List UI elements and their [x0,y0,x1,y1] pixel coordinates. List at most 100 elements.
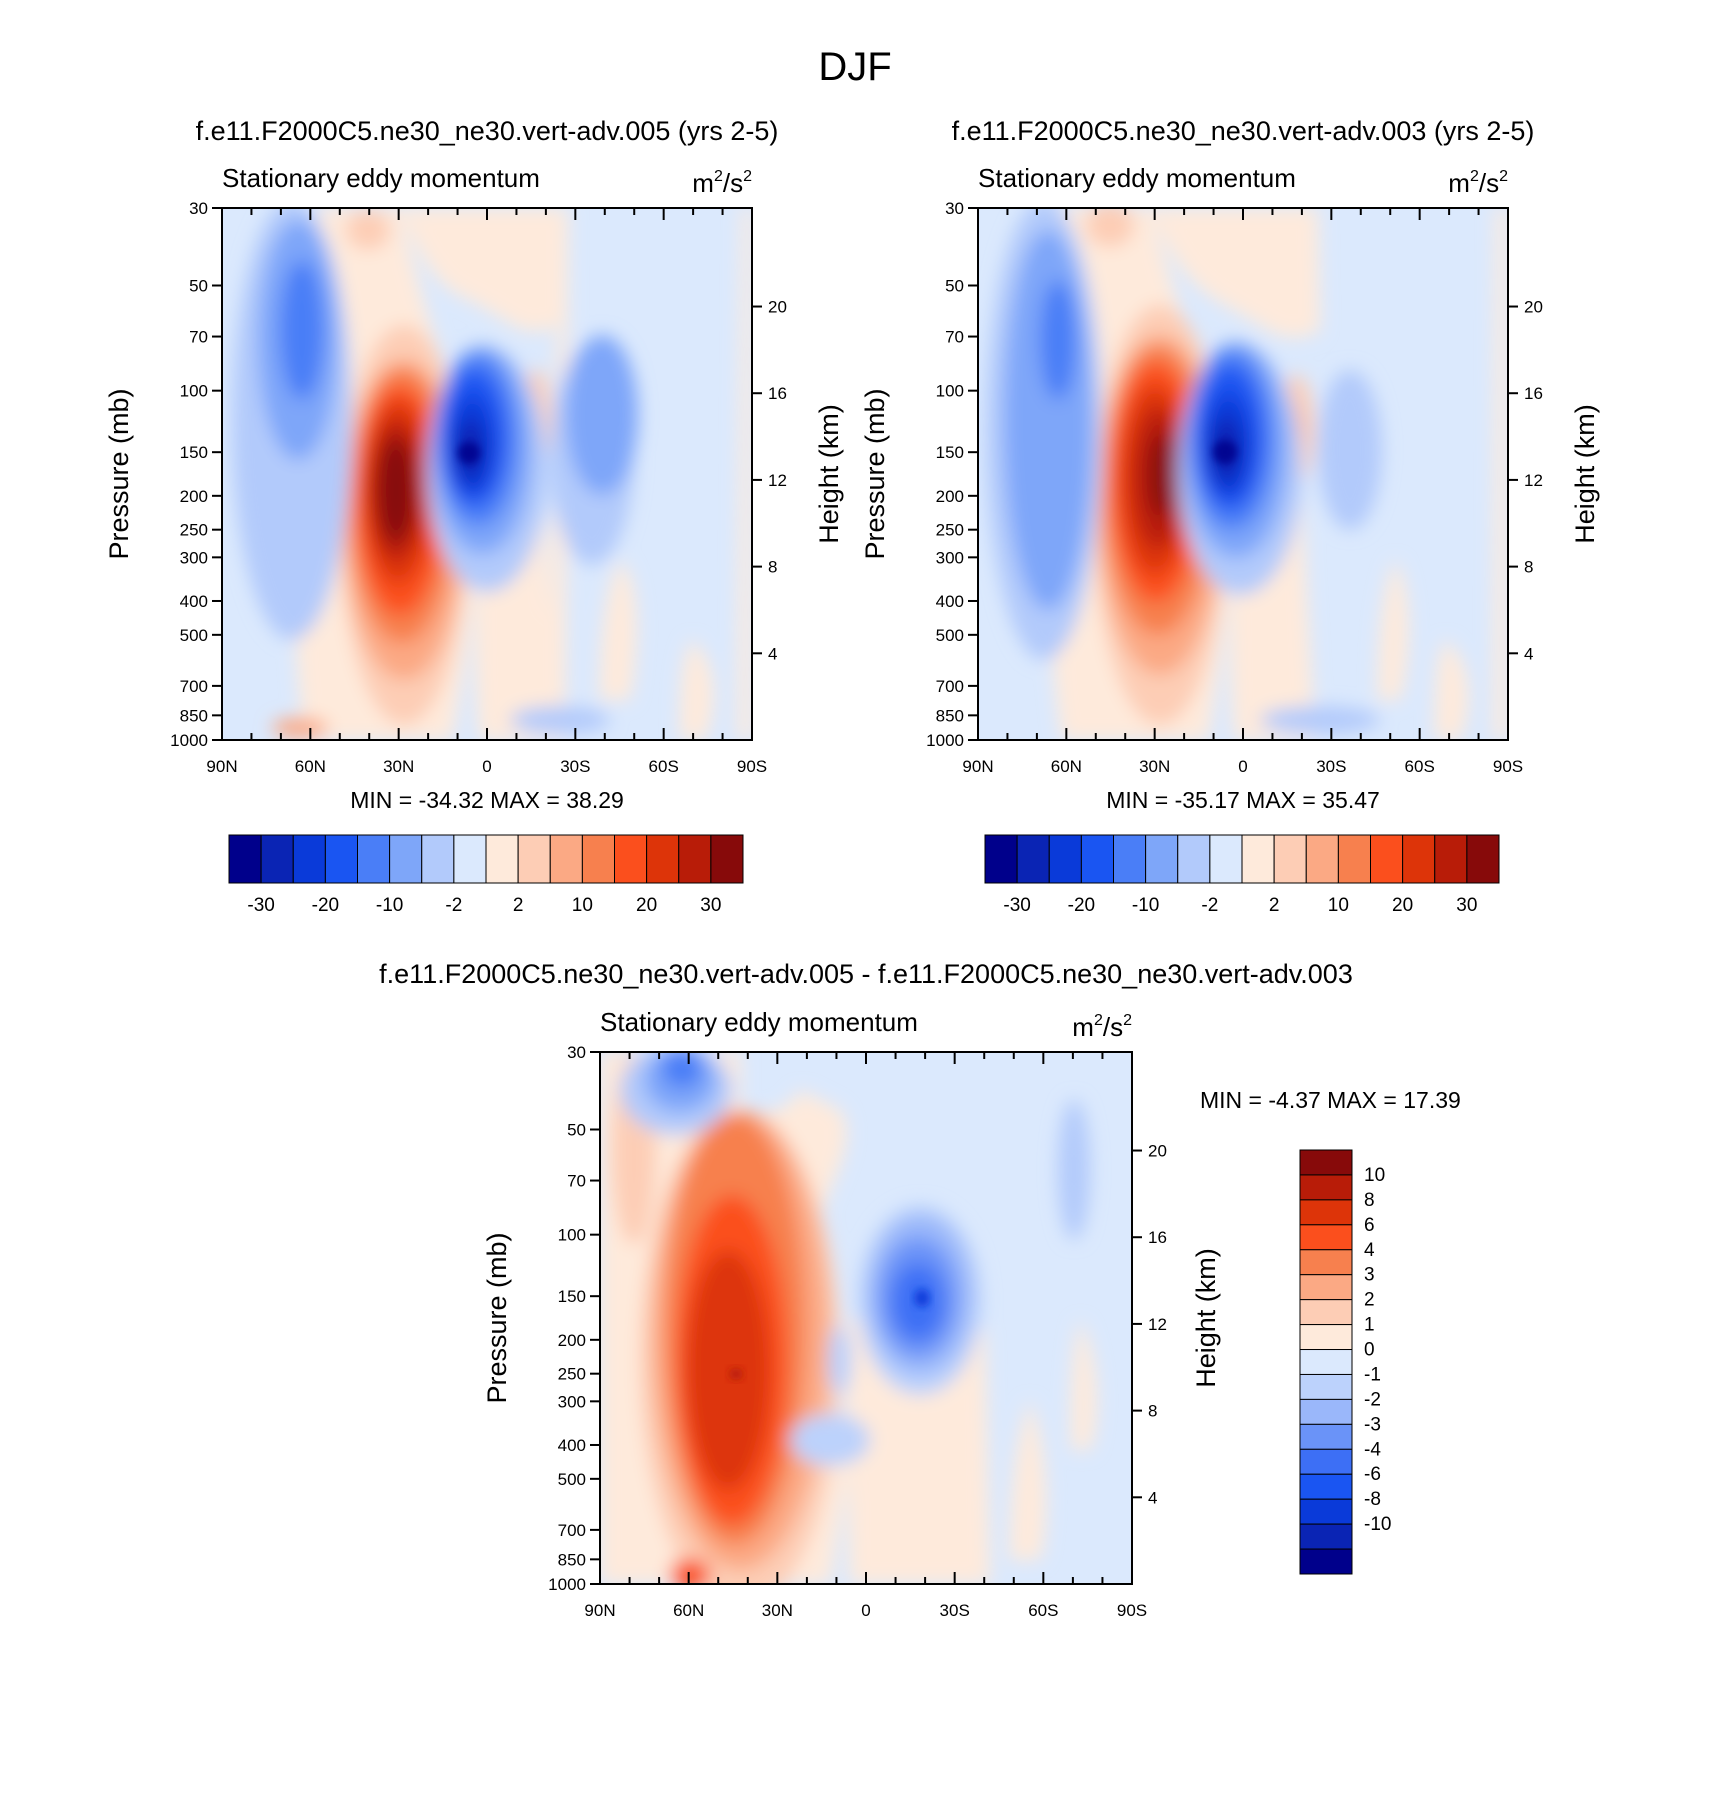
units-label: m2/s2 [1072,1012,1132,1042]
colorbar-label: -30 [1003,895,1030,916]
panel-003: f.e11.F2000C5.ne30_ne30.vert-adv.003 (yr… [860,116,1600,813]
pressure-tick-label: 1000 [548,1575,586,1594]
colorbar-swatch [1273,834,1307,884]
colorbar-swatch [1402,834,1436,884]
pressure-tick-label: 500 [558,1470,586,1489]
pressure-tick-label: 400 [558,1436,586,1455]
colorbar-swatch [1299,1498,1353,1525]
x-tick-label: 60S [1405,757,1435,776]
colorbar-swatch [1299,1523,1353,1550]
colorbar-label: 0 [1364,1340,1375,1361]
y-axis-label: Pressure (mb) [860,388,890,559]
x-tick-label: 60S [649,757,679,776]
contour-field [222,208,752,740]
colorbar-label: -1 [1364,1364,1381,1385]
pressure-tick-label: 200 [936,487,964,506]
colorbar-swatch [1305,834,1339,884]
colorbar-swatch [292,834,326,884]
colorbar-label: -10 [1132,895,1159,916]
x-tick-label: 30N [762,1601,793,1620]
x-tick-label: 30S [940,1601,970,1620]
height-tick-label: 20 [1148,1142,1167,1161]
y-axis-label: Pressure (mb) [482,1232,512,1403]
colorbar-swatch [646,834,680,884]
height-tick-label: 8 [1148,1402,1157,1421]
min-max-label: MIN = -35.17 MAX = 35.47 [1106,787,1380,813]
colorbar-swatch [1299,1373,1353,1400]
colorbar-label: 2 [1269,895,1280,916]
x-tick-label: 60N [295,757,326,776]
colorbar-swatch [984,834,1018,884]
x-tick-label: 90S [737,757,767,776]
pressure-tick-label: 30 [189,199,208,218]
colorbar-label: 3 [1364,1265,1375,1286]
height-tick-label: 4 [1524,644,1533,663]
pressure-tick-label: 400 [936,592,964,611]
colorbar-label: 20 [636,895,657,916]
colorbar-label: -20 [312,895,339,916]
colorbar-label: 4 [1364,1240,1375,1261]
y-axis-label: Pressure (mb) [104,388,134,559]
axes-panel-diff: 30 50 70 100 150 200 250 300 400 500 700 850 1000 20 1… [548,1043,1167,1620]
colorbar-swatch [1080,834,1114,884]
height-tick-label: 16 [1148,1228,1167,1247]
colorbar-swatch [1299,1423,1353,1450]
contour-field [600,1052,1132,1584]
colorbar-swatch [1113,834,1147,884]
colorbar-label: 8 [1364,1190,1375,1211]
colorbar-label: 10 [572,895,593,916]
pressure-tick-label: 150 [558,1287,586,1306]
colorbar-swatch [1299,1149,1353,1176]
colorbar-swatch [710,834,744,884]
colorbar-label: -30 [247,895,274,916]
colorbar-label: -3 [1364,1414,1381,1435]
colorbar-label: 20 [1392,895,1413,916]
panel-subtitle: Stationary eddy momentum [978,163,1296,193]
x-tick-label: 0 [861,1601,870,1620]
colorbar-label: -10 [376,895,403,916]
colorbar-label: -8 [1364,1489,1381,1510]
x-tick-label: 90N [584,1601,615,1620]
panel-diff: f.e11.F2000C5.ne30_ne30.vert-adv.005 - f… [379,959,1461,1585]
x-tick-label: 30N [1139,757,1170,776]
colorbar-swatch [1299,1324,1353,1351]
x-tick-label: 90N [962,757,993,776]
panel-005: f.e11.F2000C5.ne30_ne30.vert-adv.005 (yr… [104,116,844,813]
pressure-tick-label: 1000 [926,731,964,750]
colorbar-label: 10 [1328,895,1349,916]
height-tick-label: 8 [1524,558,1533,577]
contour-field [978,208,1508,740]
pressure-tick-label: 50 [189,277,208,296]
pressure-tick-label: 30 [945,199,964,218]
colorbar-swatch [324,834,358,884]
colorbar-swatch [1299,1548,1353,1575]
height-tick-label: 20 [768,298,787,317]
colorbar-panel-003: -30 -20 -10 -2 2 10 20 30 [984,834,1500,916]
colorbar-swatch [1299,1199,1353,1226]
colorbar-label: 10 [1364,1165,1385,1186]
pressure-tick-label: 850 [180,706,208,725]
height-tick-label: 16 [768,384,787,403]
colorbar-swatch [1299,1473,1353,1500]
pressure-tick-label: 850 [558,1550,586,1569]
x-tick-label: 30N [383,757,414,776]
colorbar-swatch [517,834,551,884]
pressure-tick-label: 250 [558,1365,586,1384]
height-tick-label: 16 [1524,384,1543,403]
pressure-tick-label: 50 [945,277,964,296]
units-label: m2/s2 [1448,168,1508,198]
colorbar-label: -2 [445,895,462,916]
min-max-label: MIN = -34.32 MAX = 38.29 [350,787,624,813]
colorbar-swatch [453,834,487,884]
x-tick-label: 30S [1316,757,1346,776]
colorbar-swatch [1299,1398,1353,1425]
pressure-tick-label: 200 [180,487,208,506]
colorbar-label: -2 [1201,895,1218,916]
pressure-tick-label: 70 [567,1172,586,1191]
panel-title: f.e11.F2000C5.ne30_ne30.vert-adv.005 - f… [379,959,1353,989]
pressure-tick-label: 250 [936,521,964,540]
pressure-tick-label: 400 [180,592,208,611]
colorbar-label: 30 [700,895,721,916]
colorbar-label: -6 [1364,1464,1381,1485]
